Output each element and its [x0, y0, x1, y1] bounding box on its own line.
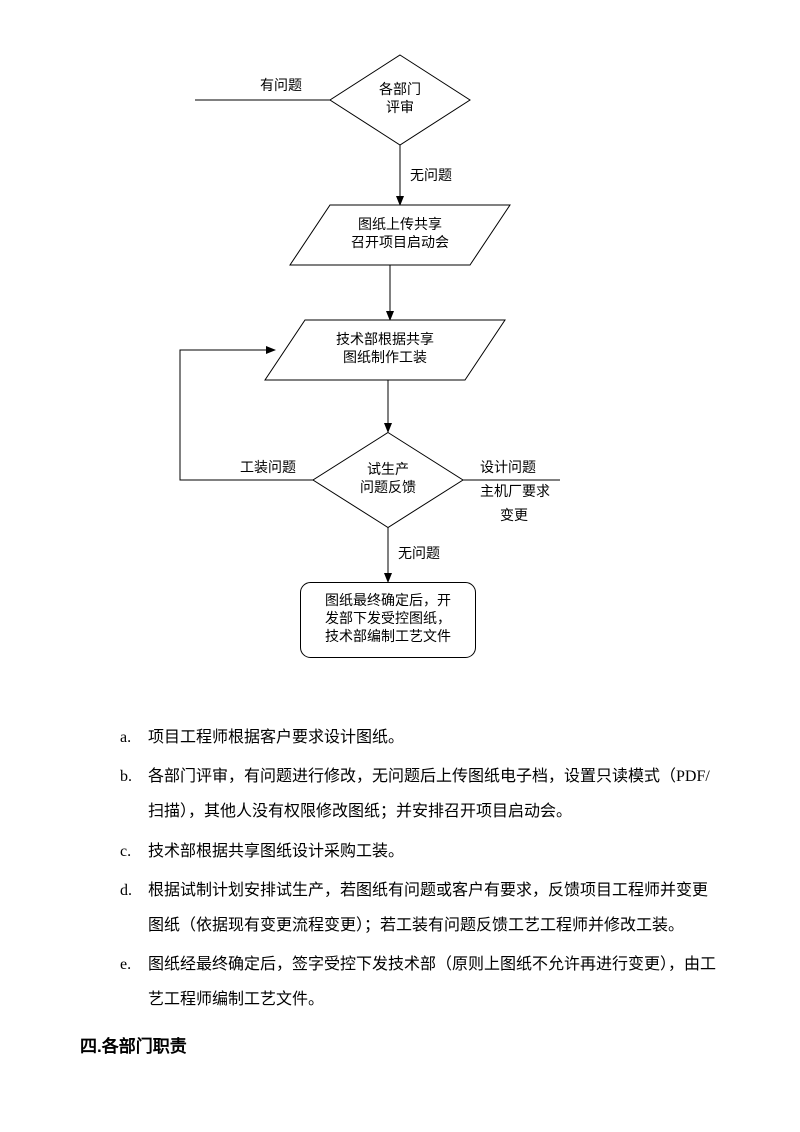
- edge-label: 无问题: [398, 546, 440, 562]
- list-item: c.技术部根据共享图纸设计采购工装。: [80, 834, 720, 869]
- node-text: 召开项目启动会: [351, 235, 449, 251]
- flowchart-container: 有问题无问题工装问题设计问题主机厂要求变更无问题各部门评审图纸上传共享召开项目启…: [80, 40, 720, 700]
- node-text: 问题反馈: [360, 480, 416, 496]
- list-marker: b.: [120, 759, 148, 829]
- list-text: 图纸经最终确定后，签字受控下发技术部（原则上图纸不允许再进行变更），由工艺工程师…: [148, 947, 720, 1017]
- edge-label: 变更: [500, 508, 528, 524]
- edge-label: 工装问题: [240, 460, 296, 476]
- list-marker: e.: [120, 947, 148, 1017]
- list-text: 项目工程师根据客户要求设计图纸。: [148, 720, 720, 755]
- list-marker: d.: [120, 873, 148, 943]
- node-text: 图纸上传共享: [358, 216, 442, 233]
- node-text: 图纸制作工装: [343, 350, 427, 366]
- list-text: 各部门评审，有问题进行修改，无问题后上传图纸电子档，设置只读模式（PDF/扫描）…: [148, 759, 720, 829]
- node-text: 发部下发受控图纸，: [325, 611, 451, 627]
- node-process1: [290, 205, 510, 265]
- edge-label: 无问题: [410, 168, 452, 184]
- list-item: a.项目工程师根据客户要求设计图纸。: [80, 720, 720, 755]
- text-content: a.项目工程师根据客户要求设计图纸。b.各部门评审，有问题进行修改，无问题后上传…: [80, 720, 720, 1065]
- list-marker: c.: [120, 834, 148, 869]
- list-text: 根据试制计划安排试生产，若图纸有问题或客户有要求，反馈项目工程师并变更图纸（依据…: [148, 873, 720, 943]
- node-text: 图纸最终确定后，开: [325, 593, 451, 609]
- flowchart-svg: 有问题无问题工装问题设计问题主机厂要求变更无问题各部门评审图纸上传共享召开项目启…: [80, 40, 720, 700]
- edge-label: 设计问题: [480, 460, 536, 476]
- list-item: d.根据试制计划安排试生产，若图纸有问题或客户有要求，反馈项目工程师并变更图纸（…: [80, 873, 720, 943]
- node-process2: [265, 320, 505, 380]
- list-text: 技术部根据共享图纸设计采购工装。: [148, 834, 720, 869]
- node-text: 技术部编制工艺文件: [325, 629, 451, 645]
- node-decision1: [330, 55, 470, 145]
- edge-label: 主机厂要求: [480, 484, 550, 500]
- node-text: 评审: [386, 100, 414, 116]
- list-item: e.图纸经最终确定后，签字受控下发技术部（原则上图纸不允许再进行变更），由工艺工…: [80, 947, 720, 1017]
- section-heading: 四.各部门职责: [80, 1028, 720, 1065]
- node-text: 各部门: [379, 82, 421, 98]
- node-text: 试生产: [367, 462, 409, 478]
- node-decision2: [313, 433, 463, 528]
- list-marker: a.: [120, 720, 148, 755]
- list-item: b.各部门评审，有问题进行修改，无问题后上传图纸电子档，设置只读模式（PDF/扫…: [80, 759, 720, 829]
- node-text: 技术部根据共享: [336, 331, 434, 348]
- edge-label: 有问题: [260, 78, 302, 94]
